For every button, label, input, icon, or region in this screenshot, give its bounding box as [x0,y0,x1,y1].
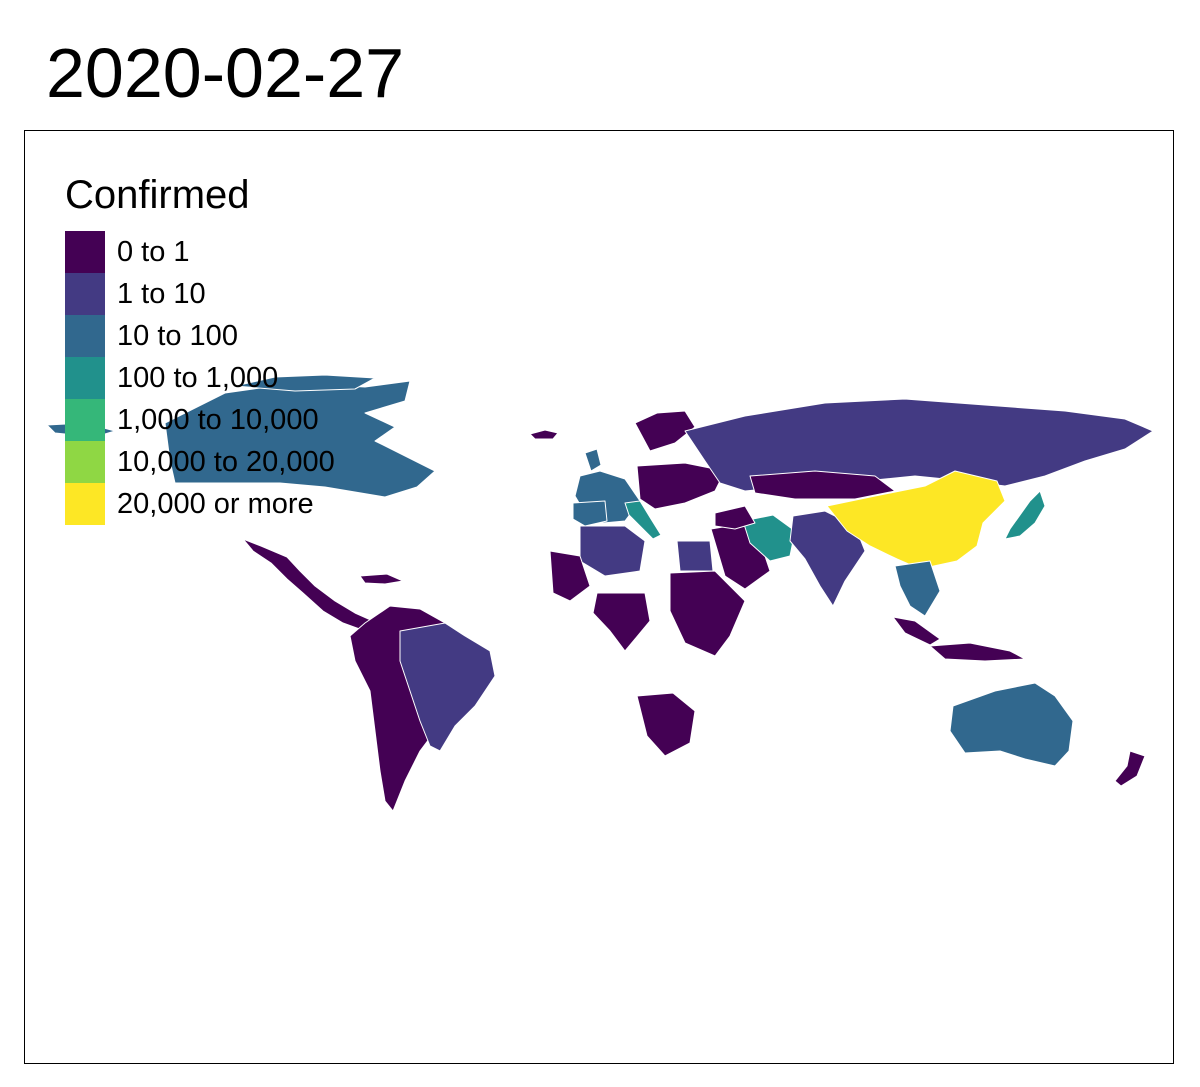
legend-label: 10 to 100 [117,319,238,352]
map-title: 2020-02-27 [46,34,405,112]
legend-swatch [65,357,105,399]
legend-item: 10,000 to 20,000 [65,441,335,483]
legend-label: 20,000 or more [117,487,314,520]
region-caribbean [359,573,404,585]
region-iran [742,514,796,562]
region-mexico [242,538,374,632]
region-new-zealand [1114,750,1146,787]
region-southeast-asia [894,560,941,617]
region-greenland [529,429,559,440]
legend-swatch [65,399,105,441]
legend-label: 1 to 10 [117,277,206,310]
legend-swatch [65,273,105,315]
legend: Confirmed 0 to 1 1 to 10 10 to 100 100 t… [65,175,335,525]
region-iberia [572,500,608,527]
region-west-africa-2 [592,592,651,652]
legend-title: Confirmed [65,173,250,217]
region-indonesia [892,616,941,646]
region-uk [584,448,602,472]
region-italy [624,500,662,540]
legend-item: 0 to 1 [65,231,335,273]
legend-label: 0 to 1 [117,235,190,268]
region-egypt [676,540,714,572]
region-indonesia-2 [929,642,1026,662]
legend-swatch [65,315,105,357]
legend-item: 1,000 to 10,000 [65,399,335,441]
region-japan [1004,490,1046,540]
legend-item: 20,000 or more [65,483,335,525]
legend-label: 10,000 to 20,000 [117,445,335,478]
region-eastern-europe [636,462,726,510]
legend-label: 100 to 1,000 [117,361,279,394]
legend-swatch [65,231,105,273]
region-australia [949,682,1074,767]
map-panel: Confirmed 0 to 1 1 to 10 10 to 100 100 t… [24,130,1174,1064]
legend-item: 100 to 1,000 [65,357,335,399]
region-canada [234,374,376,392]
region-north-africa [579,525,646,577]
region-central-asia [714,505,756,530]
region-brazil [399,622,496,752]
legend-label: 1,000 to 10,000 [117,403,319,436]
legend-swatch [65,483,105,525]
region-southern-africa [636,692,696,757]
region-west-africa [549,550,591,602]
world-map [46,374,1154,812]
region-mongolia [749,470,896,500]
legend-item: 1 to 10 [65,273,335,315]
region-china [826,470,1006,570]
region-east-africa [669,570,746,657]
legend-item: 10 to 100 [65,315,335,357]
region-scandinavia [634,410,696,452]
legend-swatch [65,441,105,483]
